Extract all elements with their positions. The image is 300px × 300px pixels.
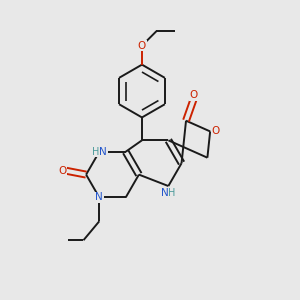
Text: O: O [190, 90, 198, 100]
Text: O: O [212, 126, 220, 136]
Text: O: O [58, 166, 67, 176]
Text: N: N [95, 193, 103, 202]
Text: H: H [92, 147, 99, 157]
Text: O: O [138, 40, 146, 51]
Text: N: N [161, 188, 169, 198]
Text: N: N [99, 147, 107, 157]
Text: H: H [168, 188, 176, 198]
